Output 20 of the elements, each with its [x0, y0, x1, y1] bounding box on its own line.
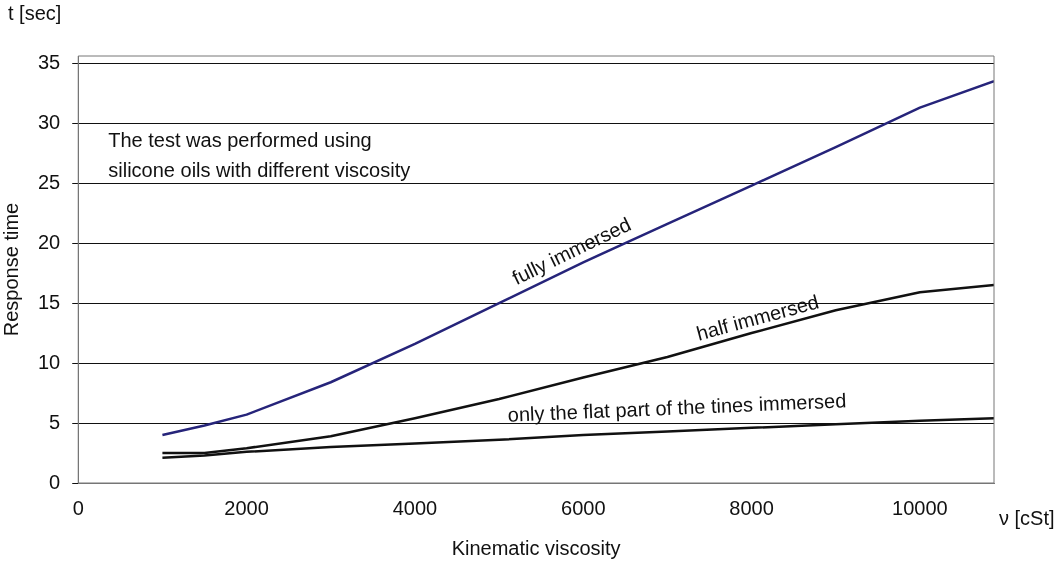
y-tick-label: 35	[38, 50, 61, 73]
y-axis-title: Response time	[0, 202, 22, 337]
x-tick-label: 8000	[729, 496, 774, 519]
x-tick-label: 6000	[561, 496, 606, 519]
x-tick-label: 0	[72, 496, 84, 519]
y-tick-label: 30	[38, 110, 61, 133]
y-tick-label: 20	[38, 230, 61, 253]
x-tick-label: 4000	[392, 496, 438, 519]
y-tick-label: 10	[38, 350, 61, 373]
y-tick-label: 0	[49, 470, 61, 493]
text: t [sec]	[8, 2, 62, 24]
text: ν [cSt]	[999, 507, 1055, 529]
y-tick-label: 25	[38, 170, 61, 193]
annotation: The test was performed using silicone oils with different viscosity	[108, 129, 411, 181]
x-axis-title: Kinematic viscosity	[451, 536, 621, 559]
x-tick-label: 10000	[892, 496, 948, 519]
x-tick-label: 2000	[224, 496, 269, 519]
y-tick-label: 15	[38, 290, 61, 313]
series-label: only the flat part of the tines immersed	[507, 389, 847, 426]
y-tick-label: 5	[49, 410, 61, 433]
